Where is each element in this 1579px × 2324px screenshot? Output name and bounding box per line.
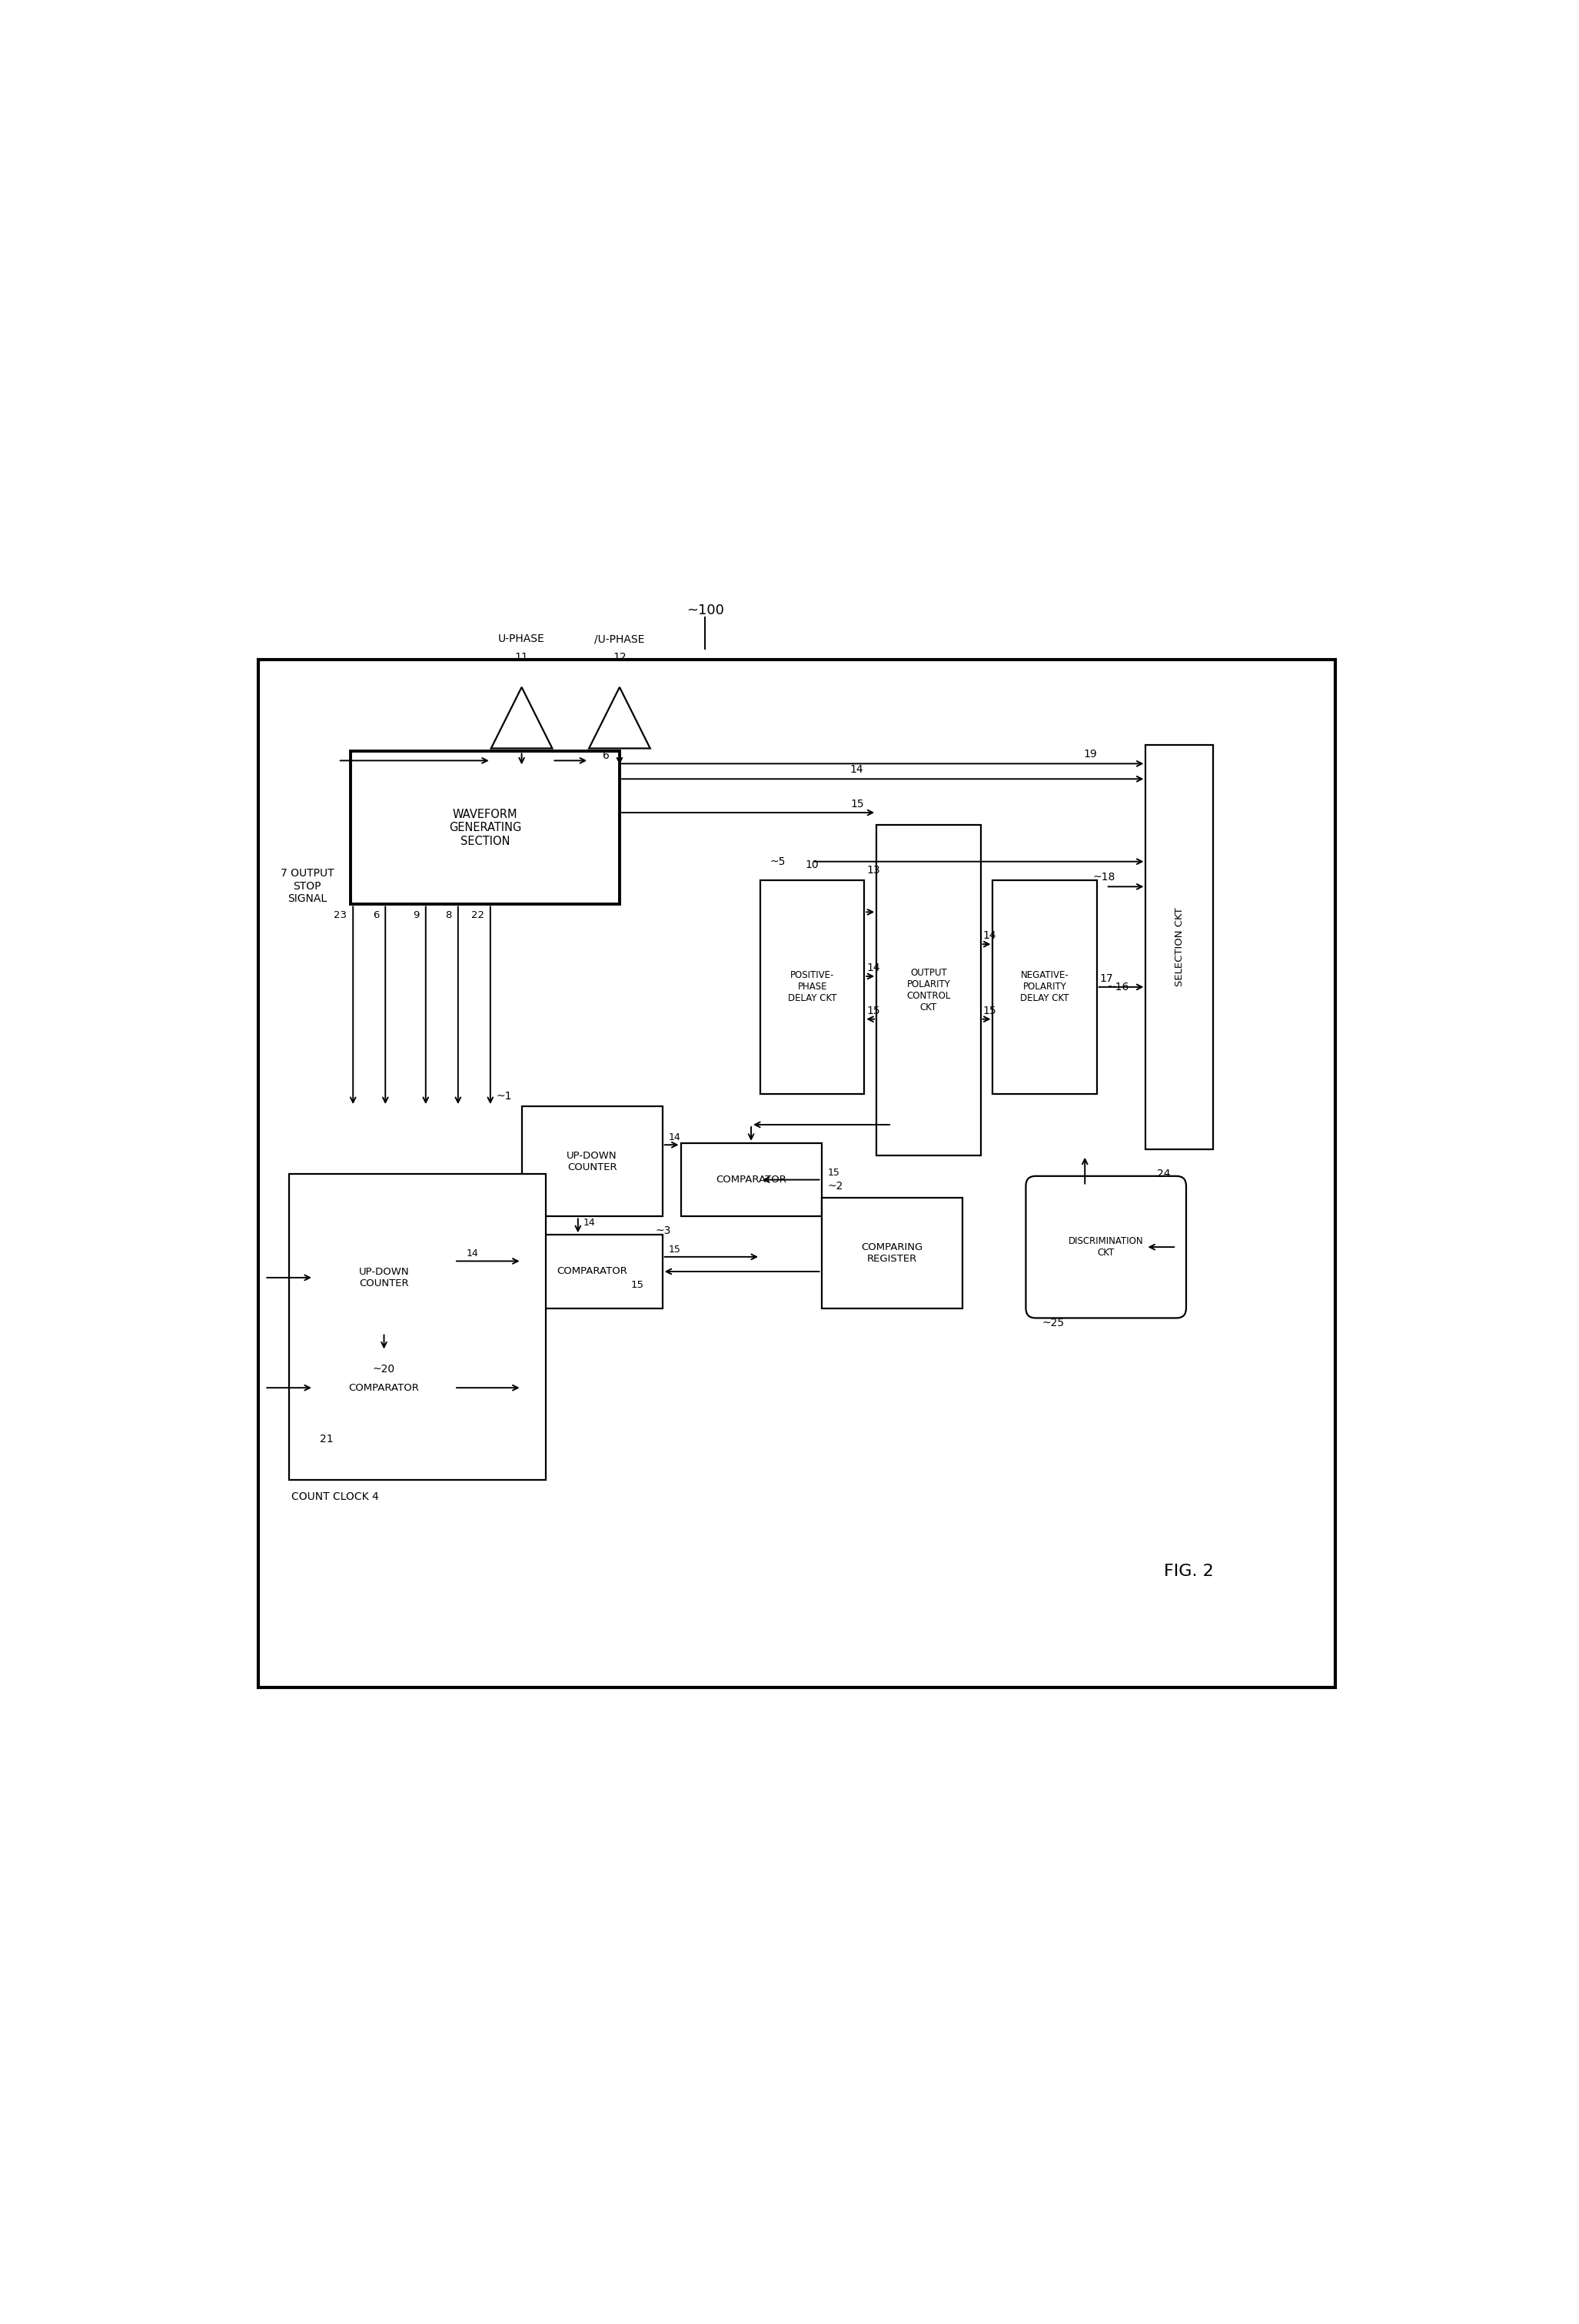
Text: UP-DOWN
COUNTER: UP-DOWN COUNTER: [567, 1150, 617, 1171]
Bar: [761, 881, 864, 1095]
Text: COMPARING
REGISTER: COMPARING REGISTER: [861, 1243, 922, 1264]
Text: ~100: ~100: [687, 604, 725, 618]
Text: 10: 10: [805, 860, 820, 872]
Text: 8: 8: [445, 911, 452, 920]
Bar: [681, 1143, 821, 1215]
Bar: [289, 1174, 546, 1480]
Text: 21: 21: [321, 1434, 333, 1446]
Text: 17: 17: [1099, 974, 1113, 983]
Text: 7 OUTPUT
STOP
SIGNAL: 7 OUTPUT STOP SIGNAL: [281, 869, 335, 904]
Text: 15: 15: [851, 799, 864, 809]
Text: 14: 14: [850, 765, 864, 774]
Bar: [876, 825, 981, 1155]
Text: 11: 11: [515, 653, 529, 662]
Bar: [993, 881, 1097, 1095]
Bar: [351, 751, 619, 904]
Text: 13: 13: [867, 865, 881, 876]
Bar: [314, 1350, 455, 1425]
Text: COMPARATOR: COMPARATOR: [349, 1383, 420, 1392]
Text: 6: 6: [373, 911, 379, 920]
Text: ~18: ~18: [1093, 872, 1115, 883]
Text: 24: 24: [1157, 1169, 1170, 1178]
Text: ~1: ~1: [496, 1092, 512, 1102]
Bar: [1146, 746, 1213, 1148]
Text: 9: 9: [414, 911, 420, 920]
Text: FIG. 2: FIG. 2: [1164, 1564, 1214, 1578]
Text: 15: 15: [984, 1006, 996, 1016]
Text: ~2: ~2: [827, 1181, 843, 1192]
Bar: [821, 1199, 962, 1308]
Text: /U-PHASE: /U-PHASE: [594, 634, 644, 644]
Text: UP-DOWN
COUNTER: UP-DOWN COUNTER: [358, 1267, 409, 1287]
Text: POSITIVE-
PHASE
DELAY CKT: POSITIVE- PHASE DELAY CKT: [788, 971, 837, 1004]
Bar: [521, 1234, 663, 1308]
Text: 15: 15: [827, 1167, 840, 1178]
Text: 15: 15: [630, 1281, 644, 1290]
Text: COMPARATOR: COMPARATOR: [715, 1174, 786, 1185]
Text: 15: 15: [867, 1006, 881, 1016]
Text: 14: 14: [668, 1132, 681, 1143]
Text: COMPARATOR: COMPARATOR: [557, 1267, 627, 1276]
Text: OUTPUT
POLARITY
CONTROL
CKT: OUTPUT POLARITY CONTROL CKT: [906, 967, 951, 1013]
Text: ~5: ~5: [769, 855, 785, 867]
Text: COUNT CLOCK 4: COUNT CLOCK 4: [292, 1492, 379, 1504]
Text: 14: 14: [867, 962, 881, 974]
Text: DISCRIMINATION
CKT: DISCRIMINATION CKT: [1069, 1236, 1143, 1257]
Bar: [521, 1106, 663, 1215]
Text: 14: 14: [583, 1218, 595, 1227]
Text: ~16: ~16: [1107, 981, 1129, 992]
Text: 19: 19: [1083, 748, 1097, 760]
Text: 12: 12: [613, 653, 627, 662]
Text: 14: 14: [467, 1248, 478, 1260]
Text: 15: 15: [668, 1243, 681, 1255]
Bar: [259, 660, 1336, 1687]
Text: ~3: ~3: [655, 1225, 671, 1236]
Text: ~25: ~25: [1042, 1318, 1064, 1329]
Text: 6: 6: [603, 751, 609, 762]
Text: 23: 23: [333, 911, 347, 920]
Bar: [314, 1222, 455, 1332]
Text: NEGATIVE-
POLARITY
DELAY CKT: NEGATIVE- POLARITY DELAY CKT: [1020, 971, 1069, 1004]
Text: 14: 14: [984, 930, 996, 941]
Text: 22: 22: [471, 911, 485, 920]
Text: SELECTION CKT: SELECTION CKT: [1175, 909, 1184, 988]
Text: U-PHASE: U-PHASE: [499, 634, 545, 644]
Text: WAVEFORM
GENERATING
SECTION: WAVEFORM GENERATING SECTION: [448, 809, 521, 846]
FancyBboxPatch shape: [1026, 1176, 1186, 1318]
Text: ~20: ~20: [373, 1364, 395, 1376]
